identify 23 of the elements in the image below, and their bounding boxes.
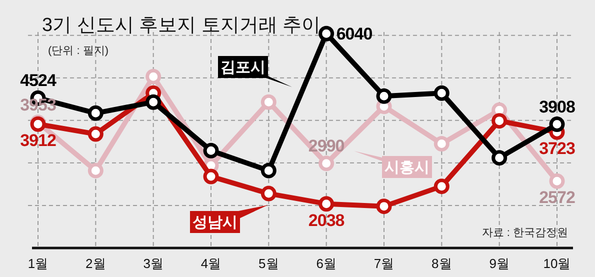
annotation: (단위 : 필지) xyxy=(48,45,108,57)
data-label: 2572 xyxy=(539,188,575,208)
x-tick-label: 4월 xyxy=(200,256,222,271)
x-tick-label: 9월 xyxy=(489,256,510,271)
data-label: 4524 xyxy=(20,71,57,90)
data-label: 2038 xyxy=(308,210,344,230)
series-label: 시흥시 xyxy=(384,159,430,176)
x-tick-label: 2월 xyxy=(86,256,106,271)
data-label: 3912 xyxy=(20,131,56,150)
chart-title: 3기 신도시 후보지 토지거래 추이 xyxy=(42,15,321,36)
data-label: 3908 xyxy=(539,97,575,116)
text: 자료 : 한국감정원 xyxy=(482,227,568,239)
x-tick-label: 7월 xyxy=(374,256,394,271)
data-label: 6040 xyxy=(336,24,372,44)
x-tick-label: 3월 xyxy=(143,256,164,271)
x-tick-label: 10월 xyxy=(543,256,571,271)
x-tick-label: 1월 xyxy=(28,256,48,271)
data-label: 3723 xyxy=(539,139,575,158)
series-label: 성남시 xyxy=(192,214,238,231)
x-tick-label: 5월 xyxy=(258,256,279,271)
x-tick-label: 8월 xyxy=(432,256,452,271)
x-tick-label: 6월 xyxy=(316,256,336,271)
data-label: 2990 xyxy=(308,136,344,156)
